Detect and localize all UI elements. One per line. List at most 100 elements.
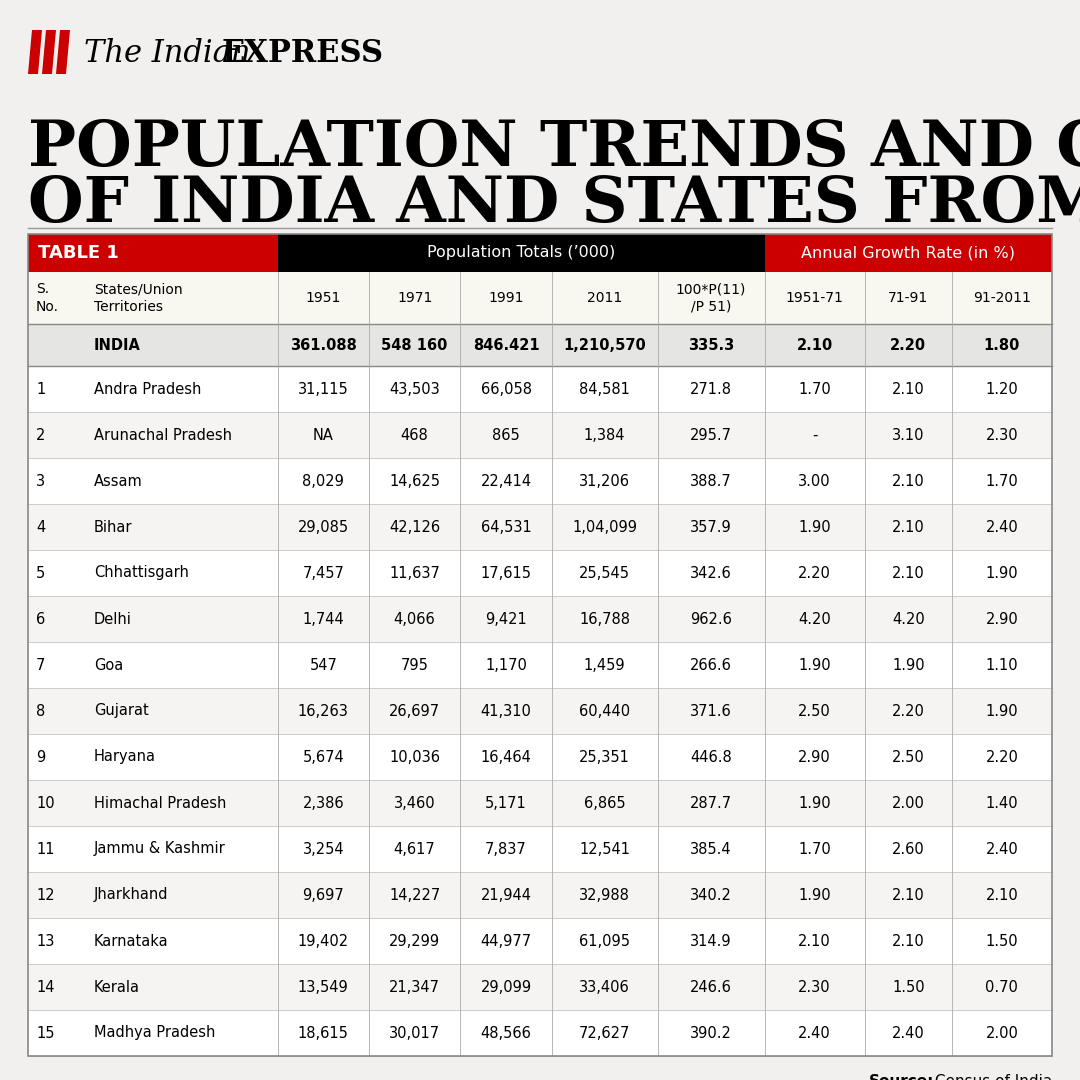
- Text: 2.90: 2.90: [985, 611, 1018, 626]
- Text: 22,414: 22,414: [481, 473, 531, 488]
- Text: 4,617: 4,617: [394, 841, 435, 856]
- Text: 61,095: 61,095: [579, 933, 630, 948]
- Text: 3,254: 3,254: [302, 841, 345, 856]
- Text: 1,210,570: 1,210,570: [564, 337, 646, 352]
- Text: 6: 6: [36, 611, 45, 626]
- Text: 72,627: 72,627: [579, 1026, 631, 1040]
- Text: 71-91: 71-91: [888, 291, 929, 305]
- Text: 4.20: 4.20: [892, 611, 924, 626]
- Polygon shape: [56, 30, 70, 75]
- Text: INDIA: INDIA: [94, 337, 140, 352]
- Text: Madhya Pradesh: Madhya Pradesh: [94, 1026, 215, 1040]
- Text: 548 160: 548 160: [381, 337, 448, 352]
- Text: 371.6: 371.6: [690, 703, 732, 718]
- Text: Himachal Pradesh: Himachal Pradesh: [94, 796, 227, 810]
- Text: The Indian: The Indian: [84, 38, 251, 69]
- Text: 14,227: 14,227: [389, 888, 441, 903]
- Text: Jammu & Kashmir: Jammu & Kashmir: [94, 841, 226, 856]
- Text: 3: 3: [36, 473, 45, 488]
- Text: 2.10: 2.10: [892, 933, 924, 948]
- Text: 1.80: 1.80: [984, 337, 1020, 352]
- Text: 2.30: 2.30: [986, 428, 1018, 443]
- Text: 7,837: 7,837: [485, 841, 527, 856]
- Text: 1,170: 1,170: [485, 658, 527, 673]
- Text: 2.20: 2.20: [798, 566, 832, 581]
- Text: 446.8: 446.8: [690, 750, 732, 765]
- Text: NA: NA: [313, 428, 334, 443]
- Bar: [28, 918, 1052, 964]
- Text: 32,988: 32,988: [579, 888, 630, 903]
- Text: 1.40: 1.40: [986, 796, 1018, 810]
- Text: 26,697: 26,697: [389, 703, 441, 718]
- Text: 2.50: 2.50: [892, 750, 924, 765]
- Text: Haryana: Haryana: [94, 750, 156, 765]
- Text: 2: 2: [36, 428, 45, 443]
- Text: 1,04,099: 1,04,099: [572, 519, 637, 535]
- Text: 2.40: 2.40: [985, 841, 1018, 856]
- Text: 12,541: 12,541: [579, 841, 630, 856]
- Text: 2.90: 2.90: [798, 750, 831, 765]
- Bar: [28, 411, 1052, 458]
- Text: 865: 865: [492, 428, 519, 443]
- Text: 9,421: 9,421: [485, 611, 527, 626]
- Text: 10,036: 10,036: [389, 750, 441, 765]
- Polygon shape: [28, 30, 42, 75]
- Text: 5: 5: [36, 566, 45, 581]
- Text: 1: 1: [36, 381, 45, 396]
- Text: 1,459: 1,459: [584, 658, 625, 673]
- Text: 342.6: 342.6: [690, 566, 732, 581]
- Bar: [28, 596, 1052, 642]
- Text: 8: 8: [36, 703, 45, 718]
- Text: Andra Pradesh: Andra Pradesh: [94, 381, 201, 396]
- Text: 2.40: 2.40: [798, 1026, 831, 1040]
- Text: 10: 10: [36, 796, 55, 810]
- Text: 2.10: 2.10: [892, 566, 924, 581]
- Text: 2.50: 2.50: [798, 703, 831, 718]
- Text: 84,581: 84,581: [579, 381, 630, 396]
- Text: 5,171: 5,171: [485, 796, 527, 810]
- Text: 1951: 1951: [306, 291, 341, 305]
- Text: 11,637: 11,637: [389, 566, 440, 581]
- Text: Jharkhand: Jharkhand: [94, 888, 168, 903]
- Text: 2.20: 2.20: [890, 337, 927, 352]
- Text: 9,697: 9,697: [302, 888, 345, 903]
- Text: 1.50: 1.50: [986, 933, 1018, 948]
- Bar: [28, 234, 1052, 1056]
- Text: 13,549: 13,549: [298, 980, 349, 995]
- Text: 1951-71: 1951-71: [786, 291, 843, 305]
- Text: 2.10: 2.10: [892, 519, 924, 535]
- Bar: [28, 458, 1052, 504]
- Text: 4: 4: [36, 519, 45, 535]
- Text: 9: 9: [36, 750, 45, 765]
- Text: 2.10: 2.10: [798, 933, 831, 948]
- Text: 1.90: 1.90: [798, 519, 831, 535]
- Bar: [28, 366, 1052, 411]
- Text: 547: 547: [309, 658, 337, 673]
- Text: 2.10: 2.10: [985, 888, 1018, 903]
- Text: 44,977: 44,977: [481, 933, 531, 948]
- Text: 1.90: 1.90: [892, 658, 924, 673]
- Bar: [28, 872, 1052, 918]
- Text: 314.9: 314.9: [690, 933, 732, 948]
- Text: EXPRESS: EXPRESS: [222, 38, 384, 69]
- Text: 29,299: 29,299: [389, 933, 441, 948]
- Text: 2.00: 2.00: [985, 1026, 1018, 1040]
- Text: 42,126: 42,126: [389, 519, 441, 535]
- Text: States/Union
Territories: States/Union Territories: [94, 282, 183, 313]
- Text: 15: 15: [36, 1026, 54, 1040]
- Text: 2.20: 2.20: [985, 750, 1018, 765]
- Text: 1.70: 1.70: [798, 841, 831, 856]
- Text: 30,017: 30,017: [389, 1026, 441, 1040]
- Text: TABLE 1: TABLE 1: [38, 244, 119, 262]
- Text: 64,531: 64,531: [481, 519, 531, 535]
- Text: 29,085: 29,085: [298, 519, 349, 535]
- Text: 16,464: 16,464: [481, 750, 531, 765]
- Bar: [28, 642, 1052, 688]
- Text: 2011: 2011: [588, 291, 622, 305]
- Text: 13: 13: [36, 933, 54, 948]
- Bar: [28, 234, 278, 272]
- Text: 335.3: 335.3: [688, 337, 734, 352]
- Text: 21,944: 21,944: [481, 888, 531, 903]
- Text: 340.2: 340.2: [690, 888, 732, 903]
- Text: 25,351: 25,351: [579, 750, 630, 765]
